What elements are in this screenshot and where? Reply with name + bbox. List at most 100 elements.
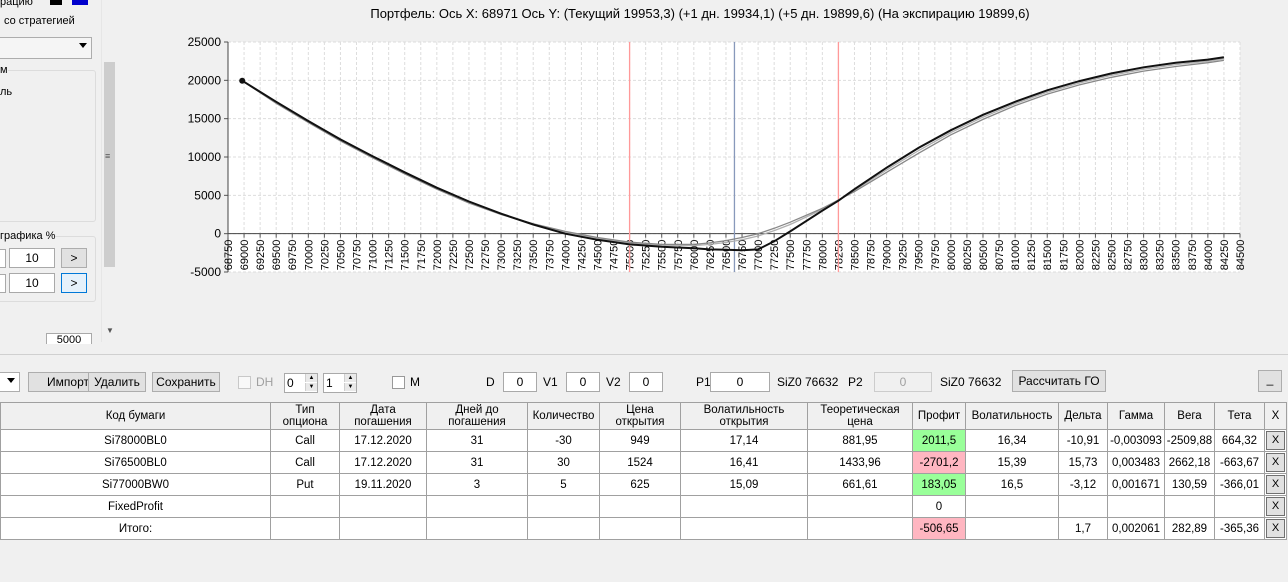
col-theor[interactable]: Теоретическая цена [807, 402, 913, 430]
cell-days[interactable] [426, 517, 528, 540]
cell-vega[interactable]: -2509,88 [1164, 429, 1215, 452]
col-profit[interactable]: Профит [912, 402, 966, 430]
cell-qty[interactable]: -30 [527, 429, 600, 452]
cell-vol-open[interactable]: 17,14 [680, 429, 808, 452]
v2-input[interactable]: 0 [629, 372, 663, 392]
cell-theor[interactable]: 881,95 [807, 429, 913, 452]
cell-vol-open[interactable]: 16,41 [680, 451, 808, 474]
cell-price[interactable]: 1524 [599, 451, 681, 474]
cell-days[interactable]: 31 [426, 451, 528, 474]
cell-delta[interactable]: -10,91 [1058, 429, 1108, 452]
scrollbar-thumb[interactable] [104, 62, 115, 267]
cell-theor[interactable] [807, 517, 913, 540]
dh-spin-2[interactable]: 1 ▲ ▼ [323, 373, 357, 393]
remove-row-button[interactable]: X [1266, 519, 1285, 538]
minimize-button[interactable]: _ [1258, 370, 1282, 392]
cell-gamma[interactable]: 0,001671 [1107, 473, 1165, 496]
cell-code[interactable]: Итого: [0, 517, 271, 540]
cell-qty[interactable] [527, 517, 600, 540]
cell-price[interactable]: 949 [599, 429, 681, 452]
col-date[interactable]: Дата погашения [339, 402, 427, 430]
cell-type[interactable] [270, 495, 340, 518]
cell-delta[interactable]: 15,73 [1058, 451, 1108, 474]
cell-delta[interactable]: -3,12 [1058, 473, 1108, 496]
cell-theta[interactable] [1214, 495, 1265, 518]
bottom-value-input[interactable]: 5000 [46, 333, 92, 344]
cell-type[interactable] [270, 517, 340, 540]
cell-gamma[interactable]: 0,002061 [1107, 517, 1165, 540]
cell-vol[interactable]: 15,39 [965, 451, 1059, 474]
remove-row-button[interactable]: X [1266, 475, 1285, 494]
col-days[interactable]: Дней до погашения [426, 402, 528, 430]
cell-gamma[interactable]: 0,003483 [1107, 451, 1165, 474]
dh-spin-1[interactable]: 0 ▲ ▼ [284, 373, 318, 393]
color-swatch-blue[interactable] [72, 0, 88, 5]
cell-vol[interactable] [965, 517, 1059, 540]
cell-date[interactable] [339, 495, 427, 518]
cell-gamma[interactable] [1107, 495, 1165, 518]
cell-vol[interactable]: 16,5 [965, 473, 1059, 496]
cell-qty[interactable]: 30 [527, 451, 600, 474]
cell-days[interactable]: 31 [426, 429, 528, 452]
cell-profit[interactable]: -506,65 [912, 517, 966, 540]
cell-delta[interactable]: 1,7 [1058, 517, 1108, 540]
cell-theta[interactable]: -366,01 [1214, 473, 1265, 496]
p2-input[interactable]: 0 [874, 372, 932, 392]
d-input[interactable]: 0 [503, 372, 537, 392]
cell-code[interactable]: Si76500BL0 [0, 451, 271, 474]
left-scrollbar[interactable]: ≡ ▼ [101, 0, 118, 342]
cell-qty[interactable]: 5 [527, 473, 600, 496]
col-type[interactable]: Тип опциона [270, 402, 340, 430]
col-vega[interactable]: Вега [1164, 402, 1215, 430]
spin-down-icon[interactable]: ▼ [305, 383, 317, 391]
cell-profit[interactable]: 183,05 [912, 473, 966, 496]
cell-price[interactable]: 625 [599, 473, 681, 496]
cell-vol-open[interactable]: 15,09 [680, 473, 808, 496]
cell-date[interactable]: 19.11.2020 [339, 473, 427, 496]
scroll-down-icon[interactable]: ▼ [106, 326, 114, 335]
remove-row-button[interactable]: X [1266, 497, 1285, 516]
table-row[interactable]: Si78000BL0 Call 17.12.2020 31 -30 949 17,14 881… [0, 429, 1287, 452]
cell-profit[interactable]: -2701,2 [912, 451, 966, 474]
calculate-margin-button[interactable]: Рассчитать ГО [1012, 370, 1106, 392]
cell-vol-open[interactable] [680, 517, 808, 540]
cell-date[interactable] [339, 517, 427, 540]
cell-qty[interactable] [527, 495, 600, 518]
save-button[interactable]: Сохранить [152, 372, 220, 392]
cell-type[interactable]: Put [270, 473, 340, 496]
payoff-chart[interactable]: -5000 0 5000 10000 15000 20000 25000 68750 69000… [160, 28, 1250, 328]
table-row[interactable]: Итого: -506,65 1,7 0,002061 282,89 -365,36 X [0, 517, 1287, 540]
col-qty[interactable]: Количество [527, 402, 600, 430]
range-input-2[interactable]: 10 [9, 273, 55, 293]
cell-code[interactable]: Si78000BL0 [0, 429, 271, 452]
table-row[interactable]: FixedProfit 0 X [0, 495, 1287, 518]
col-theta[interactable]: Тета [1214, 402, 1265, 430]
range-input-1[interactable]: 10 [9, 248, 55, 268]
cell-price[interactable] [599, 495, 681, 518]
cell-theor[interactable] [807, 495, 913, 518]
cell-profit[interactable]: 2011,5 [912, 429, 966, 452]
cell-type[interactable]: Call [270, 429, 340, 452]
remove-row-button[interactable]: X [1266, 453, 1285, 472]
color-swatch-black[interactable] [50, 0, 62, 5]
cell-vega[interactable]: 282,89 [1164, 517, 1215, 540]
cell-days[interactable]: 3 [426, 473, 528, 496]
m-checkbox[interactable] [392, 376, 405, 389]
range-next-button-2[interactable]: > [61, 273, 87, 293]
cell-date[interactable]: 17.12.2020 [339, 451, 427, 474]
col-x[interactable]: X [1264, 402, 1287, 430]
col-code[interactable]: Код бумаги [0, 402, 271, 430]
cell-theta[interactable]: -663,67 [1214, 451, 1265, 474]
col-price[interactable]: Цена открытия [599, 402, 681, 430]
cell-delta[interactable] [1058, 495, 1108, 518]
cell-theor[interactable]: 661,61 [807, 473, 913, 496]
spin-up-icon[interactable]: ▲ [344, 374, 356, 382]
cell-vol-open[interactable] [680, 495, 808, 518]
range-next-button-1[interactable]: > [61, 248, 87, 268]
cell-date[interactable]: 17.12.2020 [339, 429, 427, 452]
cell-code[interactable]: FixedProfit [0, 495, 271, 518]
cell-vol[interactable]: 16,34 [965, 429, 1059, 452]
cell-type[interactable]: Call [270, 451, 340, 474]
portfolio-combo[interactable] [0, 372, 20, 392]
cell-days[interactable] [426, 495, 528, 518]
